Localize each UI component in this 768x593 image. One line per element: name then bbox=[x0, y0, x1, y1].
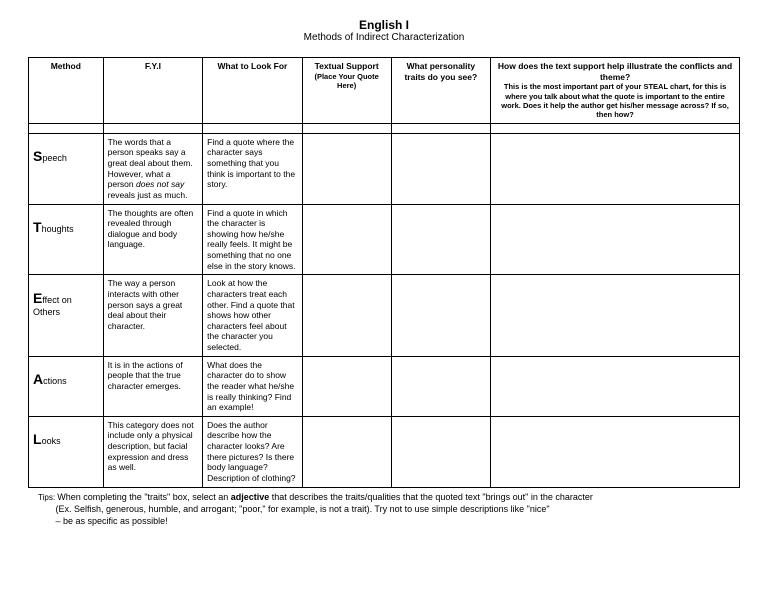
method-thoughts: Thoughts bbox=[29, 204, 104, 275]
method-actions: Actions bbox=[29, 356, 104, 416]
letter-e: E bbox=[33, 290, 42, 306]
col-how: How does the text support help illustrat… bbox=[491, 58, 740, 124]
letter-a: A bbox=[33, 371, 43, 387]
row-effect: Effect on Others The way a person intera… bbox=[29, 275, 740, 356]
page-subtitle: Methods of Indirect Characterization bbox=[28, 32, 740, 43]
tips-line3: – be as specific as possible! bbox=[56, 516, 168, 526]
traits-actions bbox=[391, 356, 491, 416]
row-thoughts: Thoughts The thoughts are often revealed… bbox=[29, 204, 740, 275]
letter-t: T bbox=[33, 219, 42, 235]
col-textual: Textual Support (Place Your Quote Here) bbox=[302, 58, 391, 124]
col-textual-sub: (Place Your Quote Here) bbox=[307, 72, 387, 91]
tips-line1b: that describes the traits/qualities that… bbox=[269, 492, 593, 502]
method-speech: Speech bbox=[29, 133, 104, 204]
look-thoughts: Find a quote in which the character is s… bbox=[203, 204, 303, 275]
col-how-label: How does the text support help illustrat… bbox=[498, 61, 732, 82]
textual-actions bbox=[302, 356, 391, 416]
col-textual-label: Textual Support bbox=[315, 61, 379, 71]
page-title: English I bbox=[28, 18, 740, 32]
look-actions: What does the character do to show the r… bbox=[203, 356, 303, 416]
method-effect: Effect on Others bbox=[29, 275, 104, 356]
fyi-actions: It is in the actions of people that the … bbox=[103, 356, 203, 416]
look-effect: Look at how the characters treat each ot… bbox=[203, 275, 303, 356]
spacer-row bbox=[29, 123, 740, 133]
row-looks: Looks This category does not include onl… bbox=[29, 416, 740, 487]
textual-looks bbox=[302, 416, 391, 487]
traits-effect bbox=[391, 275, 491, 356]
row-speech: Speech The words that a person speaks sa… bbox=[29, 133, 740, 204]
tips-line1a: When completing the "traits" box, select… bbox=[57, 492, 230, 502]
col-how-sub: This is the most important part of your … bbox=[495, 82, 735, 120]
fyi-speech-b: reveals just as much. bbox=[108, 190, 188, 200]
tips-lead: Tips: bbox=[38, 493, 57, 502]
rest-speech: peech bbox=[42, 153, 67, 163]
col-method: Method bbox=[29, 58, 104, 124]
tips-line2: (Ex. Selfish, generous, humble, and arro… bbox=[56, 504, 550, 514]
rest-actions: ctions bbox=[43, 376, 67, 386]
row-actions: Actions It is in the actions of people t… bbox=[29, 356, 740, 416]
how-thoughts bbox=[491, 204, 740, 275]
textual-effect bbox=[302, 275, 391, 356]
traits-looks bbox=[391, 416, 491, 487]
look-looks: Does the author describe how the charact… bbox=[203, 416, 303, 487]
look-speech: Find a quote where the character says so… bbox=[203, 133, 303, 204]
how-actions bbox=[491, 356, 740, 416]
letter-s: S bbox=[33, 148, 42, 164]
how-effect bbox=[491, 275, 740, 356]
col-look: What to Look For bbox=[203, 58, 303, 124]
tips-adjective: adjective bbox=[231, 492, 270, 502]
fyi-thoughts: The thoughts are often revealed through … bbox=[103, 204, 203, 275]
traits-thoughts bbox=[391, 204, 491, 275]
header-row: Method F.Y.I What to Look For Textual Su… bbox=[29, 58, 740, 124]
fyi-effect: The way a person interacts with other pe… bbox=[103, 275, 203, 356]
col-traits: What personality traits do you see? bbox=[391, 58, 491, 124]
how-speech bbox=[491, 133, 740, 204]
rest-looks: ooks bbox=[42, 436, 61, 446]
effect-line2: Others bbox=[33, 307, 60, 317]
tips-block: Tips: When completing the "traits" box, … bbox=[28, 491, 740, 528]
traits-speech bbox=[391, 133, 491, 204]
textual-speech bbox=[302, 133, 391, 204]
steal-table: Method F.Y.I What to Look For Textual Su… bbox=[28, 57, 740, 488]
method-looks: Looks bbox=[29, 416, 104, 487]
rest-effect: ffect on bbox=[42, 295, 71, 305]
fyi-speech-italic: does not say bbox=[136, 179, 184, 189]
textual-thoughts bbox=[302, 204, 391, 275]
fyi-speech: The words that a person speaks say a gre… bbox=[103, 133, 203, 204]
fyi-looks: This category does not include only a ph… bbox=[103, 416, 203, 487]
rest-thoughts: houghts bbox=[42, 224, 74, 234]
col-fyi: F.Y.I bbox=[103, 58, 203, 124]
letter-l: L bbox=[33, 431, 42, 447]
how-looks bbox=[491, 416, 740, 487]
